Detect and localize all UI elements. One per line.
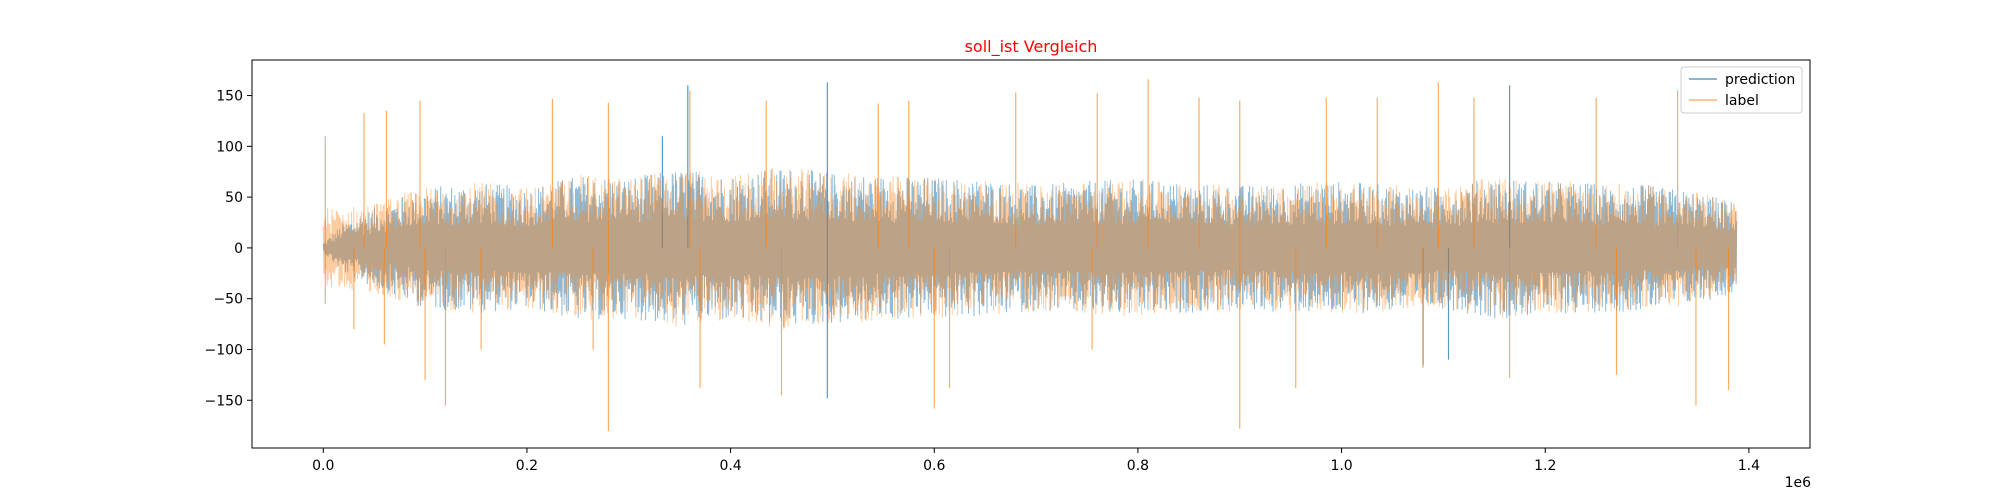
series-line-prediction [322,169,1738,327]
y-tick-label: −150 [205,393,243,409]
y-tick-label: −100 [205,342,243,358]
x-tick-label: 1.4 [1738,458,1760,474]
series-label [322,79,1738,431]
axes [251,59,1811,449]
legend-label-prediction: prediction [1725,72,1795,88]
series-line-label [322,168,1738,329]
x-tick-label: 0.8 [1127,458,1149,474]
plot-area [322,79,1738,431]
x-tick-label: 1.2 [1534,458,1556,474]
y-tick-label: 100 [216,139,243,155]
y-tick-label: 0 [234,241,243,257]
x-tick-label: 0.2 [516,458,538,474]
ticks: 0.0 0.2 0.4 0.6 0.8 1.0 1.2 1.4 150 100 50 0 −50 −100… [205,89,1761,474]
y-tick-label: 150 [216,89,243,105]
x-offset-label: 1e6 [1785,475,1812,491]
y-tick-label: −50 [213,292,243,308]
x-tick-label: 0.4 [719,458,741,474]
chart-title: soll_ist Vergleich [965,37,1098,57]
legend: prediction label [1680,66,1803,114]
y-tick-label: 50 [225,190,243,206]
x-tick-label: 0.0 [312,458,334,474]
series-prediction [322,82,1738,399]
x-tick-label: 0.6 [923,458,945,474]
legend-label-label: label [1725,93,1759,109]
x-tick-label: 1.0 [1330,458,1352,474]
axes-frame [251,59,1811,449]
